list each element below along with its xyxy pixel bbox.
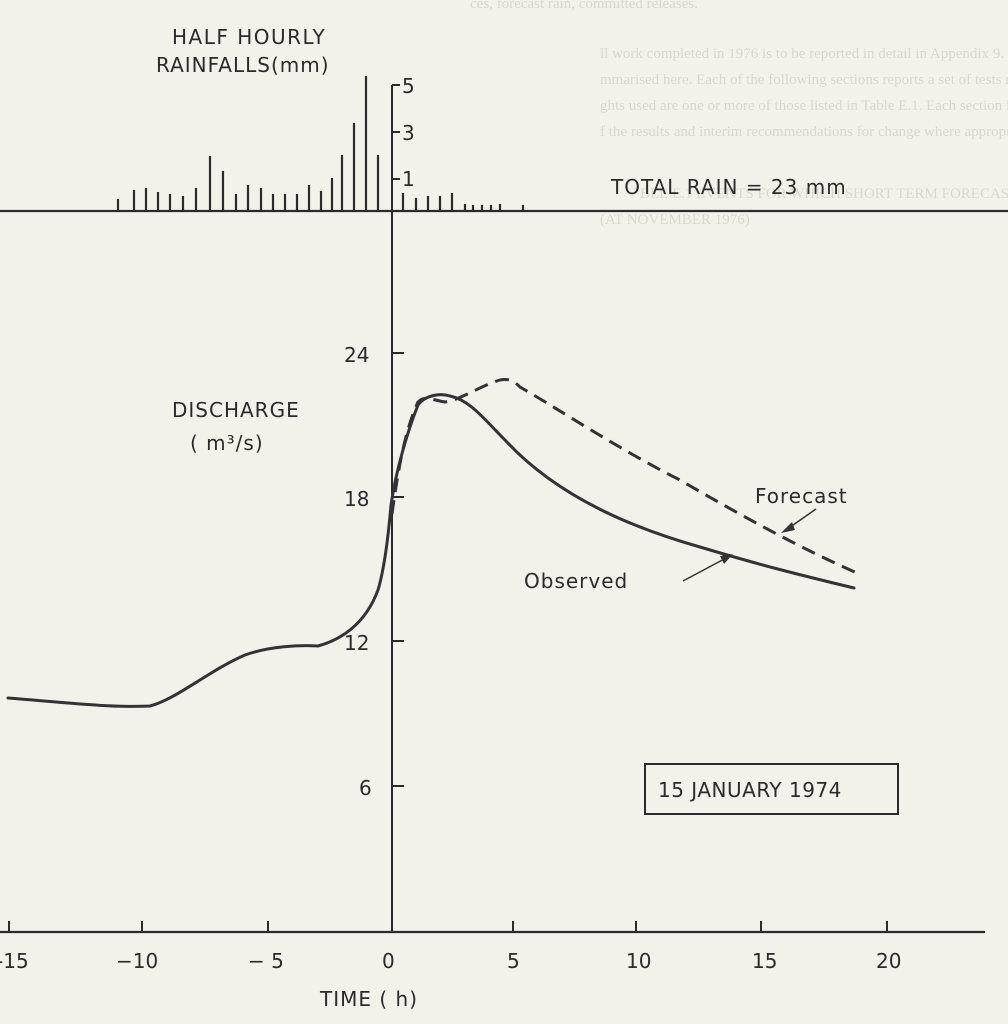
rainfall-panel: HALF HOURLY RAINFALLS(mm) 5 3 1	[0, 25, 1008, 222]
x-tick-10: 10	[626, 949, 651, 973]
y-tick-18: 18	[344, 487, 369, 511]
forecast-line	[390, 378, 858, 575]
x-tick-0: 0	[382, 949, 395, 973]
discharge-label-line1: DISCHARGE	[172, 398, 300, 422]
y-tick-12: 12	[344, 631, 369, 655]
observed-arrow	[682, 556, 729, 582]
y-tick-6: 6	[359, 776, 372, 800]
x-tick-20: 20	[876, 949, 901, 973]
bleed-through-line: ghts used are one or more of those liste…	[600, 98, 1008, 114]
x-tick-minus15: -15	[0, 949, 29, 973]
bleed-through-line: ces, forecast rain, committed releases.	[470, 0, 698, 12]
rain-tick-5: 5	[402, 74, 415, 98]
rainfall-bars	[116, 76, 525, 211]
x-tick-minus5: − 5	[248, 949, 284, 973]
bleed-through-line: mmarised here. Each of the following sec…	[600, 72, 1008, 88]
y-tick-24: 24	[344, 343, 369, 367]
rain-tick-1: 1	[402, 167, 415, 191]
observed-line	[6, 393, 856, 708]
bleed-through-line: f the results and interim recommendation…	[600, 124, 1008, 140]
bleed-through-line: (AT NOVEMBER 1976)	[600, 212, 750, 228]
rain-tick-3: 3	[402, 121, 415, 145]
observed-label: Observed	[524, 569, 628, 593]
forecast-label: Forecast	[755, 484, 848, 508]
rain-title-line1: HALF HOURLY	[172, 25, 326, 49]
discharge-label-line2: ( m³/s)	[190, 431, 264, 455]
date-box	[644, 763, 899, 815]
discharge-panel: 24 18 12 6 DISCHARGE ( m³/s) -15 −10 − 5…	[0, 211, 985, 1011]
bleed-through-line: ll work completed in 1976 is to be repor…	[600, 46, 1008, 62]
observed-arrowhead-icon	[720, 554, 733, 564]
rain-title-line2: RAINFALLS(mm)	[156, 53, 330, 77]
bleed-through-line: BLE E.1 EVENTS FOR WHICH SHORT TERM FORE…	[640, 186, 1008, 202]
forecast-arrowhead-icon	[781, 522, 795, 533]
x-tick-minus10: −10	[116, 949, 158, 973]
x-axis-label: TIME ( h)	[319, 987, 418, 1011]
x-tick-15: 15	[752, 949, 777, 973]
x-tick-5: 5	[507, 949, 520, 973]
date-label: 15 JANUARY 1974	[658, 778, 842, 802]
total-rain-label: TOTAL RAIN = 23 mm	[610, 175, 847, 199]
